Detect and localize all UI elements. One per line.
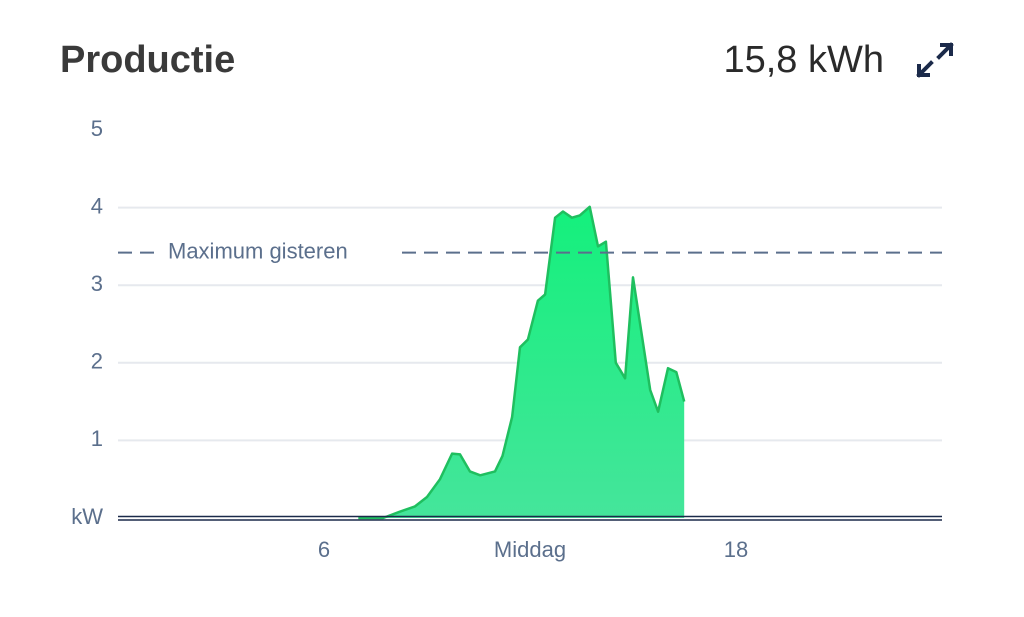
area-line [358, 205, 686, 520]
plot-area: kW 1 2 3 4 5 6 Middag 18 Maximum gisteren [71, 116, 942, 562]
total-value: 15,8 kWh [723, 39, 884, 81]
x-tick-label: Middag [494, 537, 566, 562]
y-tick-label: 1 [91, 426, 103, 451]
area-fill [358, 206, 685, 519]
reference-label: Maximum gisteren [168, 238, 348, 263]
y-tick-label: kW [71, 504, 103, 529]
y-tick-label: 4 [91, 193, 103, 218]
x-tick-label: 6 [318, 537, 330, 562]
chart-title: Productie [60, 39, 235, 81]
x-tick-label: 18 [724, 537, 748, 562]
y-tick-label: 3 [91, 271, 103, 296]
expand-icon[interactable] [916, 42, 954, 78]
y-tick-label: 2 [91, 349, 103, 374]
y-tick-label: 5 [91, 116, 103, 141]
